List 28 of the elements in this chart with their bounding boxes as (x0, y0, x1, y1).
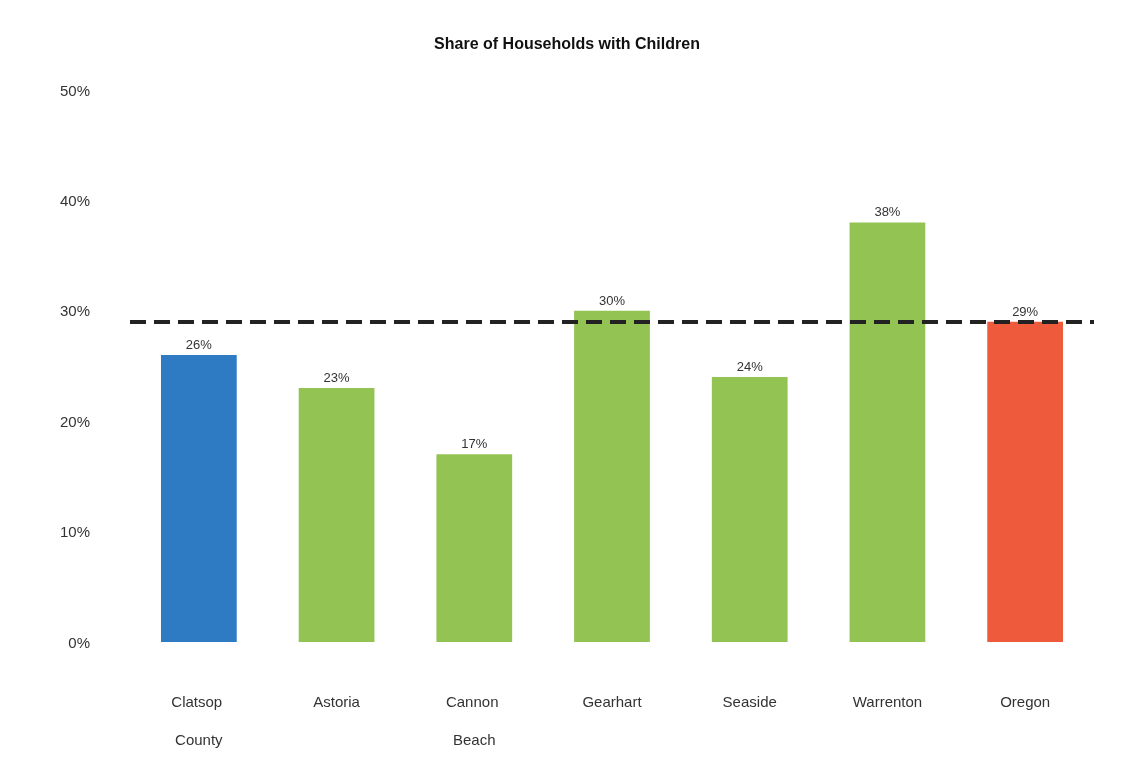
bar (849, 222, 926, 642)
category-label: Cannon Beach (445, 692, 499, 748)
bar (298, 388, 375, 642)
bar (987, 321, 1064, 642)
x-tick-label: Oregon (1000, 692, 1051, 710)
data-label: 23% (323, 370, 351, 386)
data-label: 24% (736, 359, 764, 375)
x-tick-label: Warrenton (852, 692, 923, 710)
y-tick-label: 0% (68, 633, 90, 651)
data-label: 29% (1012, 303, 1039, 319)
data-label: 30% (598, 292, 626, 308)
data-label: 17% (461, 436, 488, 452)
y-tick-label: 30% (59, 302, 90, 320)
chart-title: Share of Households with Children (434, 34, 700, 52)
data-label: 38% (874, 204, 901, 220)
y-tick-label: 10% (59, 523, 90, 541)
bar (574, 310, 650, 642)
y-tick-label: 20% (59, 412, 90, 430)
x-tick-label: Seaside (722, 692, 777, 710)
y-tick-label: 50% (59, 81, 90, 99)
x-tick-label: Gearhart (582, 692, 643, 710)
x-tick-label: Astoria (313, 692, 361, 710)
bar (160, 354, 237, 642)
bar (711, 377, 788, 642)
data-label: 26% (185, 336, 213, 352)
bar (436, 454, 513, 642)
y-tick-label: 40% (59, 191, 90, 209)
category-label: Clatsop County (171, 692, 223, 748)
